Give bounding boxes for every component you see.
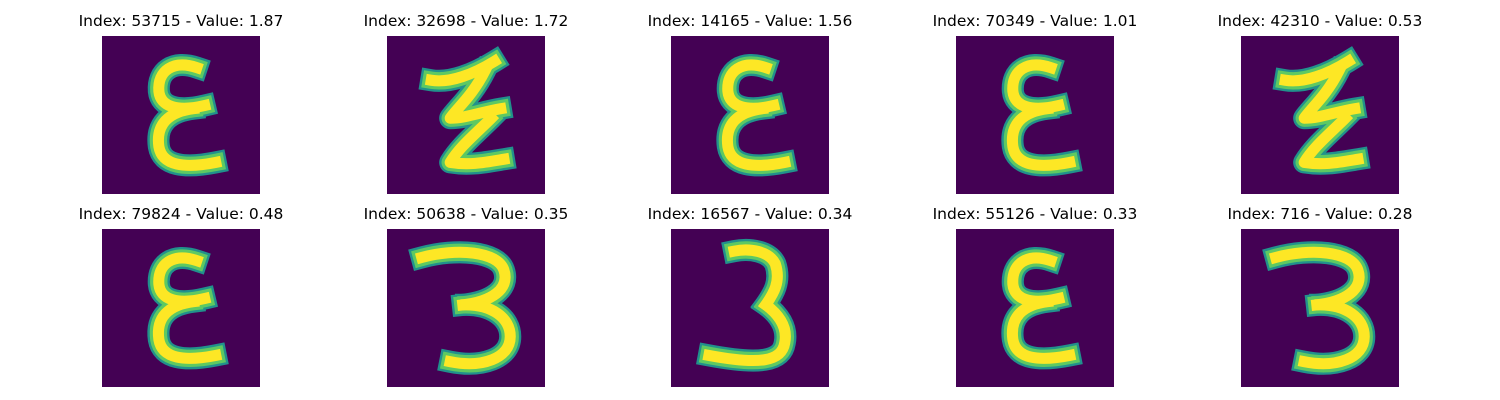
- glyph-stroke: [1297, 299, 1370, 370]
- glyph-stroke: [1298, 110, 1365, 170]
- glyph-stroke: [721, 102, 792, 171]
- glyph-stroke: [444, 110, 511, 170]
- digit-panel: Index: 16567 - Value: 0.34: [625, 205, 875, 387]
- panel-title: Index: 42310 - Value: 0.53: [1217, 12, 1423, 30]
- panel-title: Index: 70349 - Value: 1.01: [932, 12, 1138, 30]
- glyph-stroke: [1006, 102, 1077, 171]
- glyph-stroke: [444, 63, 508, 124]
- panel-title: Index: 50638 - Value: 0.35: [363, 205, 569, 223]
- digit-panel: Index: 42310 - Value: 0.53: [1195, 12, 1445, 194]
- digit-image: [956, 36, 1114, 194]
- digit-image: [1241, 36, 1399, 194]
- glyph-stroke: [424, 53, 503, 87]
- glyph-stroke: [1278, 53, 1357, 87]
- digit-image: [956, 229, 1114, 387]
- digit-panel: Index: 70349 - Value: 1.01: [910, 12, 1160, 194]
- digit-panel: Index: 14165 - Value: 1.56: [625, 12, 875, 194]
- panel-title: Index: 32698 - Value: 1.72: [363, 12, 569, 30]
- digit-panel: Index: 32698 - Value: 1.72: [341, 12, 591, 194]
- panel-title: Index: 79824 - Value: 0.48: [78, 205, 284, 223]
- digit-image: [387, 229, 545, 387]
- digit-image: [671, 36, 829, 194]
- digit-panel: Index: 55126 - Value: 0.33: [910, 205, 1160, 387]
- digit-panel: Index: 79824 - Value: 0.48: [56, 205, 306, 387]
- panel-title: Index: 14165 - Value: 1.56: [647, 12, 853, 30]
- glyph-stroke: [1268, 246, 1365, 311]
- digit-image: [1241, 229, 1399, 387]
- digit-image: [102, 36, 260, 194]
- glyph-stroke: [152, 102, 223, 171]
- glyph-stroke: [1006, 295, 1077, 364]
- glyph-stroke: [414, 246, 511, 311]
- digit-image: [387, 36, 545, 194]
- glyph-stroke: [1298, 63, 1362, 124]
- digit-panel: Index: 53715 - Value: 1.87: [56, 12, 306, 194]
- glyph-stroke: [443, 299, 516, 370]
- panel-title: Index: 55126 - Value: 0.33: [932, 205, 1138, 223]
- glyph-stroke: [152, 295, 223, 364]
- panel-title: Index: 53715 - Value: 1.87: [78, 12, 284, 30]
- digit-panel: Index: 716 - Value: 0.28: [1195, 205, 1445, 387]
- glyph-stroke: [727, 244, 783, 313]
- digit-panel: Index: 50638 - Value: 0.35: [341, 205, 591, 387]
- digit-image: [671, 229, 829, 387]
- digit-image: [102, 229, 260, 387]
- panel-title: Index: 716 - Value: 0.28: [1227, 205, 1413, 223]
- glyph-stroke: [702, 297, 791, 367]
- panel-title: Index: 16567 - Value: 0.34: [647, 205, 853, 223]
